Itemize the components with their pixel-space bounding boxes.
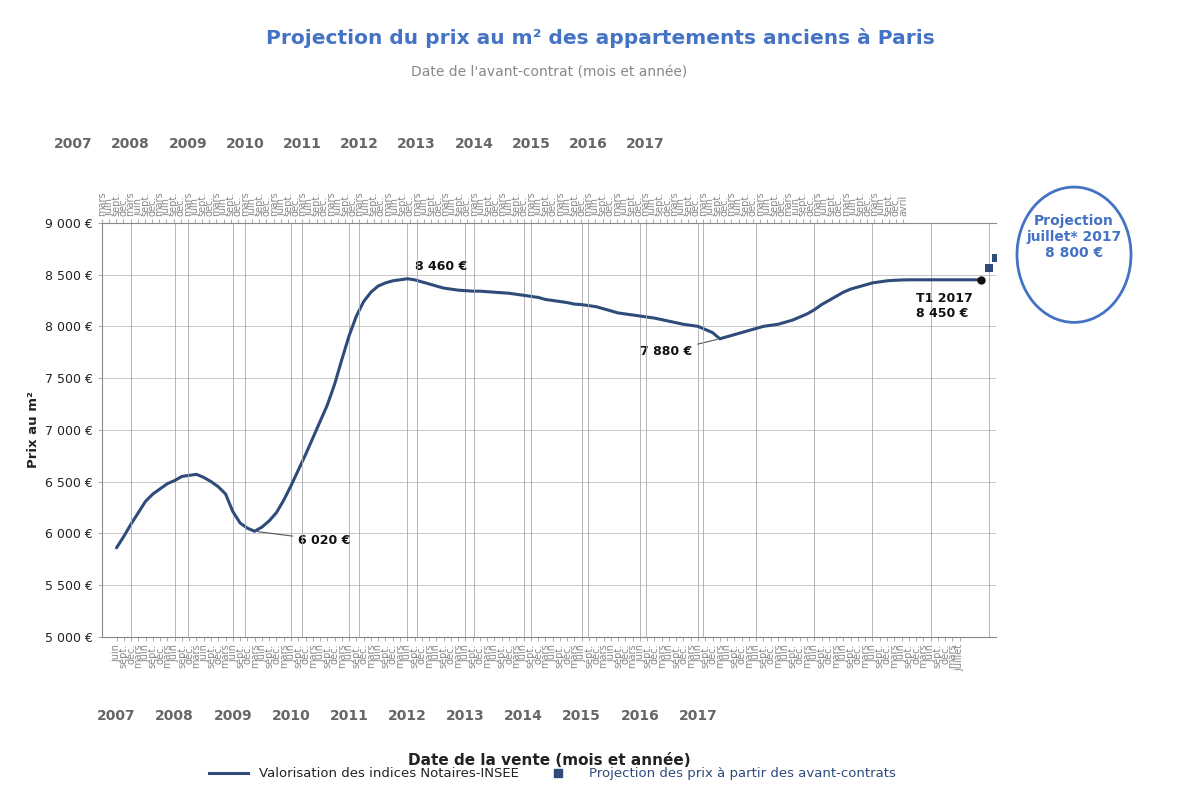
Text: 2008: 2008 xyxy=(155,709,194,723)
Text: 2014: 2014 xyxy=(504,709,542,723)
Y-axis label: Prix au m²: Prix au m² xyxy=(26,392,40,468)
Text: 2009: 2009 xyxy=(214,709,252,723)
Text: Projection du prix au m² des appartements anciens à Paris: Projection du prix au m² des appartement… xyxy=(265,28,935,48)
Text: T1 2017
8 450 €: T1 2017 8 450 € xyxy=(916,291,973,320)
Text: Date de la vente (mois et année): Date de la vente (mois et année) xyxy=(408,753,690,768)
Text: 2013: 2013 xyxy=(446,709,485,723)
Text: 7 880 €: 7 880 € xyxy=(640,339,718,358)
Text: 2012: 2012 xyxy=(340,137,379,150)
Legend: Valorisation des indices Notaires-INSEE, Projection des prix à partir des avant-: Valorisation des indices Notaires-INSEE,… xyxy=(203,762,901,786)
Text: 2007: 2007 xyxy=(97,709,136,723)
Text: 2011: 2011 xyxy=(330,709,368,723)
Text: Projection
juillet* 2017
8 800 €: Projection juillet* 2017 8 800 € xyxy=(1026,214,1122,260)
Text: 8 460 €: 8 460 € xyxy=(414,260,467,274)
Text: 2015: 2015 xyxy=(511,137,551,150)
Text: 2007: 2007 xyxy=(54,137,92,150)
Text: 2016: 2016 xyxy=(569,137,607,150)
Text: Date de l'avant-contrat (mois et année): Date de l'avant-contrat (mois et année) xyxy=(410,65,688,80)
Text: 2011: 2011 xyxy=(283,137,322,150)
Text: 2008: 2008 xyxy=(112,137,150,150)
Text: 2016: 2016 xyxy=(620,709,659,723)
Text: 2017: 2017 xyxy=(679,709,718,723)
Text: 2015: 2015 xyxy=(563,709,601,723)
Text: 2017: 2017 xyxy=(626,137,665,150)
Text: 2010: 2010 xyxy=(271,709,311,723)
Text: 6 020 €: 6 020 € xyxy=(257,532,350,547)
Text: 2013: 2013 xyxy=(397,137,436,150)
Text: 2009: 2009 xyxy=(168,137,208,150)
Text: 2012: 2012 xyxy=(388,709,427,723)
Text: 2014: 2014 xyxy=(455,137,493,150)
Text: 2010: 2010 xyxy=(226,137,264,150)
